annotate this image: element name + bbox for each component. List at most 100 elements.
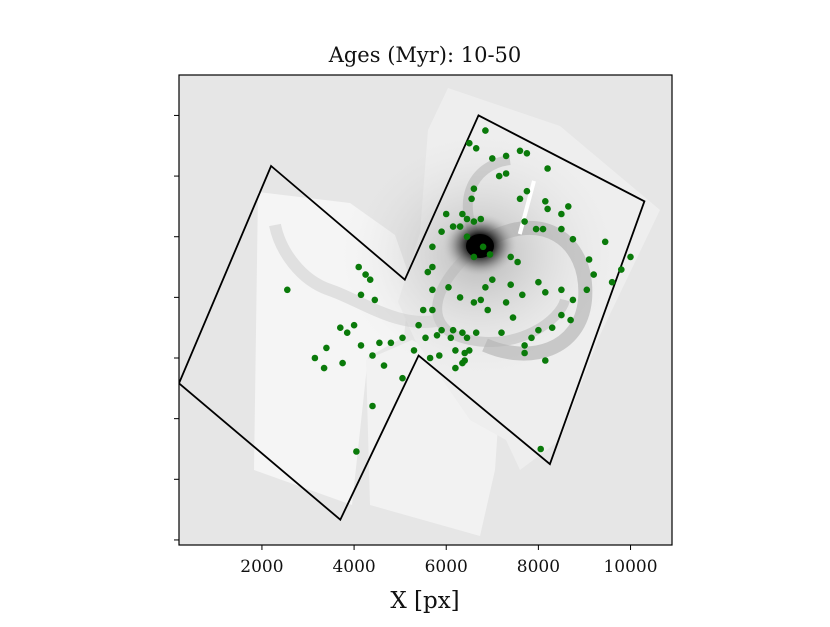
data-point	[516, 147, 524, 155]
data-point	[539, 225, 547, 233]
data-point	[495, 172, 503, 180]
data-point	[608, 278, 616, 286]
data-point	[459, 210, 466, 218]
data-point	[482, 284, 489, 291]
data-point	[353, 448, 360, 455]
data-point	[366, 276, 374, 284]
data-point	[415, 321, 422, 329]
data-point	[419, 306, 427, 314]
x-tick-label: 4000	[332, 557, 375, 577]
spiral-arm-south	[432, 241, 570, 347]
data-point	[339, 359, 346, 367]
x-axis-label: X [px]	[390, 588, 459, 614]
data-point	[357, 291, 365, 299]
data-point	[489, 155, 496, 162]
data-point	[447, 334, 455, 342]
data-point	[438, 228, 445, 235]
data-point	[565, 203, 572, 210]
data-point	[569, 235, 577, 243]
data-point	[429, 286, 436, 294]
data-point	[466, 347, 473, 354]
data-point	[429, 263, 436, 271]
x-tick-label: 6000	[425, 557, 468, 577]
data-point	[463, 215, 471, 223]
x-axis: 2000 4000 6000 8000 10000	[240, 545, 658, 577]
data-point	[452, 347, 459, 354]
data-point	[544, 165, 551, 172]
data-point	[284, 286, 291, 294]
data-point	[472, 145, 480, 152]
galaxy-image	[254, 88, 660, 536]
data-point	[424, 268, 432, 276]
data-point	[371, 296, 379, 304]
y-axis	[174, 114, 179, 541]
data-point	[429, 306, 436, 314]
data-point	[521, 349, 528, 357]
data-point	[399, 334, 406, 342]
data-point	[585, 256, 593, 263]
scatter-points	[284, 127, 634, 455]
data-point	[542, 357, 549, 364]
data-point	[502, 299, 510, 306]
data-point	[507, 253, 514, 261]
data-point	[477, 296, 485, 304]
chart-title: Ages (Myr): 10-50	[328, 43, 522, 67]
data-point	[558, 225, 565, 233]
plot-frame	[178, 74, 673, 546]
data-point	[470, 218, 478, 225]
data-point	[436, 352, 443, 359]
data-point	[521, 342, 528, 349]
data-point	[350, 321, 358, 329]
data-point	[456, 223, 464, 230]
data-point	[489, 276, 496, 284]
x-tick-label: 10000	[603, 557, 657, 577]
x-tick-label: 8000	[517, 557, 560, 577]
data-point	[542, 289, 549, 296]
data-point	[537, 445, 544, 453]
plot-area	[179, 75, 672, 545]
data-point	[456, 294, 464, 301]
data-point	[535, 278, 542, 286]
data-point	[438, 326, 445, 334]
data-point	[528, 334, 535, 342]
data-point	[369, 352, 376, 359]
data-point	[426, 354, 434, 362]
data-point	[320, 364, 328, 372]
data-point	[502, 152, 510, 160]
data-point	[558, 286, 565, 294]
data-point	[532, 225, 540, 233]
data-point	[514, 258, 521, 266]
data-point	[523, 150, 531, 157]
data-point	[567, 316, 574, 324]
data-point	[422, 334, 429, 342]
data-point	[558, 210, 565, 218]
data-point	[369, 402, 376, 410]
data-point	[486, 251, 494, 258]
data-point	[445, 284, 452, 291]
data-point	[459, 359, 466, 367]
data-point	[470, 185, 478, 192]
data-point	[355, 263, 363, 271]
data-point	[569, 296, 577, 304]
data-point	[484, 306, 492, 314]
data-point	[627, 253, 634, 261]
data-point	[429, 243, 436, 251]
data-point	[442, 210, 450, 218]
data-point	[479, 243, 487, 251]
data-point	[516, 195, 524, 203]
data-point	[433, 332, 441, 339]
data-point	[459, 329, 466, 337]
data-point	[519, 291, 526, 299]
data-point	[523, 187, 531, 195]
data-point	[558, 311, 565, 319]
data-point	[337, 324, 344, 332]
data-point	[498, 329, 505, 337]
data-point	[618, 266, 625, 273]
data-point	[449, 326, 457, 334]
data-point	[449, 223, 457, 230]
data-point	[387, 339, 395, 347]
data-point	[590, 271, 597, 278]
spiral-arm-west	[269, 223, 442, 328]
data-point	[542, 198, 549, 205]
